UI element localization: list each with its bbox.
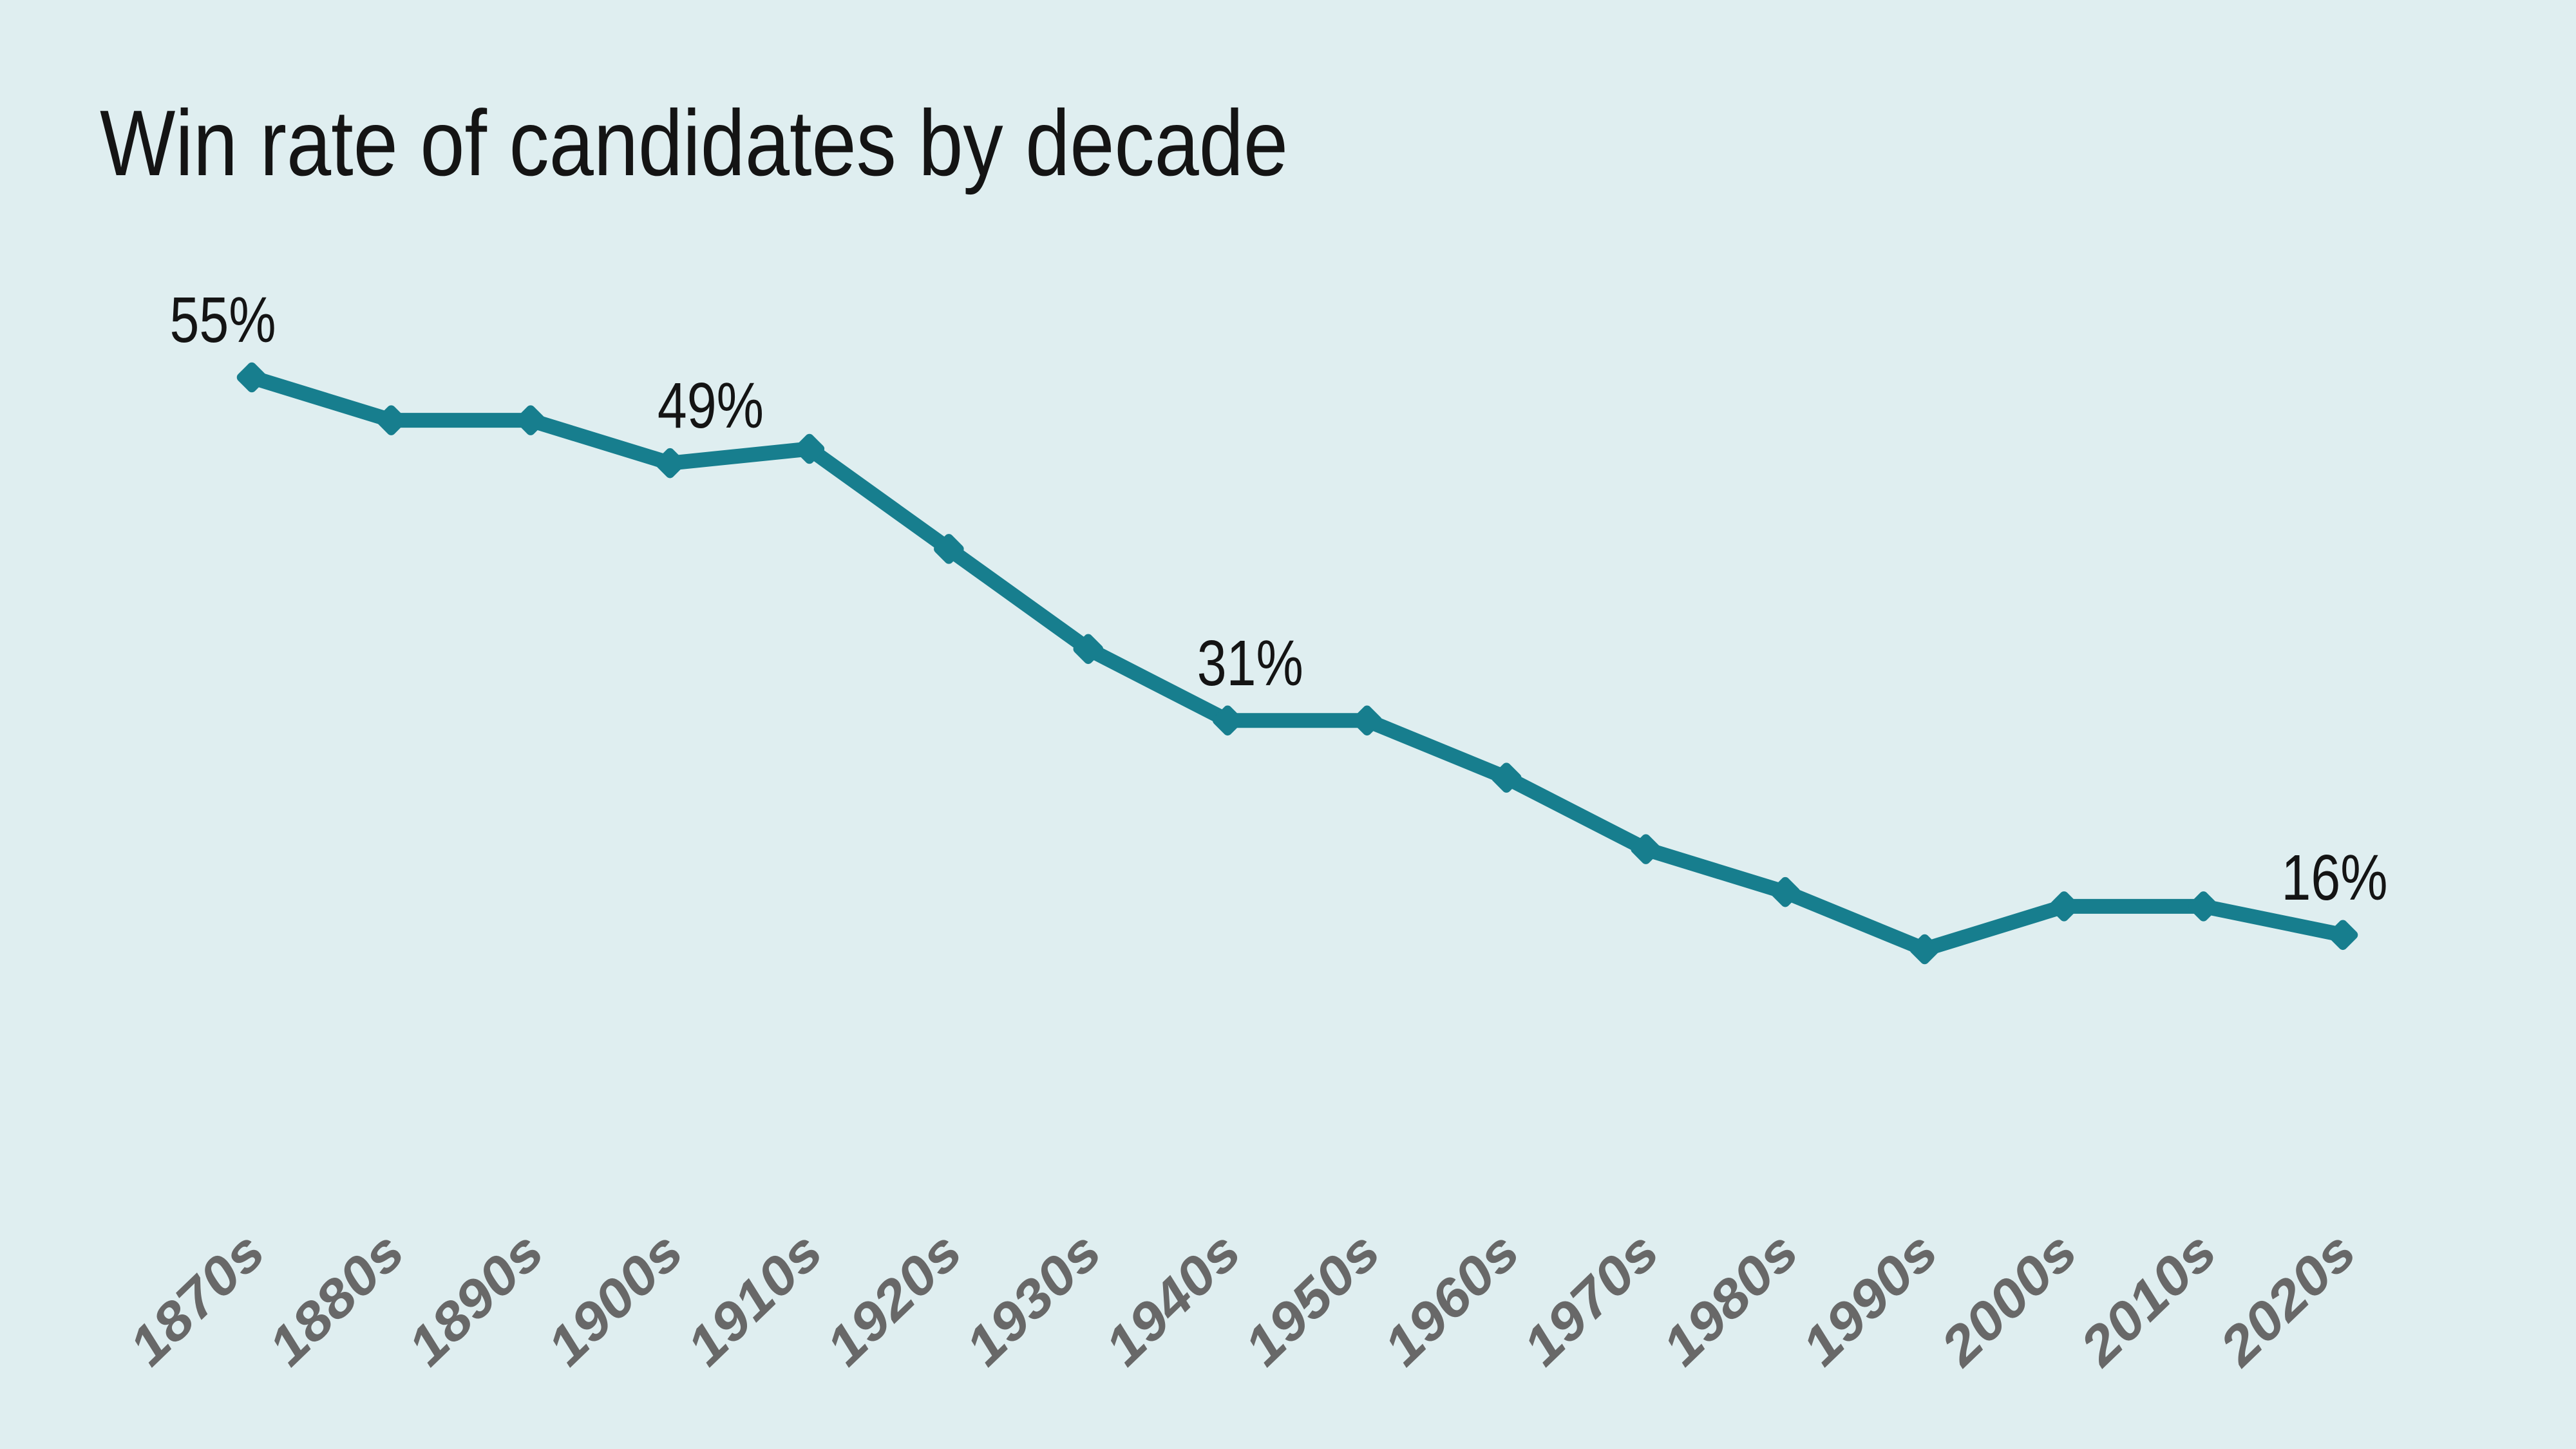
value-labels: 55% 49% 31% 16% [170, 284, 2388, 914]
data-point-1960s [1491, 762, 1522, 793]
data-point-1890s [515, 405, 546, 435]
series-line [244, 370, 2351, 957]
data-point-1930s [1073, 634, 1104, 665]
data-series [236, 362, 2358, 965]
data-point-1880s [376, 405, 406, 435]
data-point-1980s [1770, 876, 1801, 907]
value-label-1900s: 49% [658, 370, 764, 442]
value-label-2020s: 16% [2282, 842, 2388, 914]
data-point-2010s [2188, 891, 2219, 922]
data-point-2020s [2327, 920, 2358, 951]
data-point-1870s [236, 362, 267, 393]
data-point-1990s [1909, 934, 1940, 965]
value-label-1870s: 55% [170, 284, 276, 356]
data-point-2000s [2049, 891, 2079, 922]
data-point-1900s [655, 448, 685, 478]
data-point-1950s [1352, 705, 1382, 736]
data-point-1920s [934, 534, 964, 564]
data-point-1970s [1631, 834, 1661, 864]
value-label-1940s: 31% [1197, 627, 1303, 699]
data-point-1910s [794, 433, 825, 464]
data-point-1940s [1213, 705, 1243, 736]
chart-title: Win rate of candidates by decade [100, 91, 1288, 195]
